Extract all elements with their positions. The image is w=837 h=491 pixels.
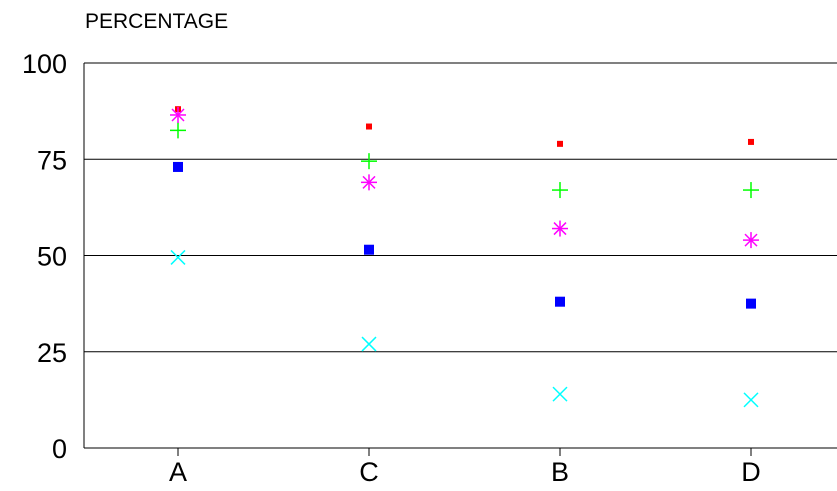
y-ticks: 0 25 50 75 100 (22, 49, 67, 464)
data-point-square (555, 296, 565, 307)
data-point-plus (361, 153, 377, 170)
y-tick-label: 100 (22, 49, 67, 79)
data-point-asterisk (743, 232, 759, 249)
x-tick-label: C (359, 457, 379, 487)
data-point-square (364, 244, 374, 255)
axes (83, 63, 837, 449)
x-tick-label: A (169, 457, 187, 487)
data-points (170, 106, 759, 408)
data-point-plus (170, 122, 186, 139)
y-axis-label: PERCENTAGE (85, 10, 228, 33)
data-point-small-square (557, 140, 563, 147)
data-point-x (170, 249, 186, 265)
data-point-asterisk (361, 174, 377, 191)
data-point-square (173, 161, 183, 172)
y-tick-label: 50 (37, 242, 67, 272)
data-point-x (552, 386, 568, 402)
data-point-asterisk (552, 220, 568, 237)
data-point-small-square (748, 138, 754, 145)
y-tick-label: 25 (37, 338, 67, 368)
x-tick-label: B (551, 457, 569, 487)
data-point-plus (743, 182, 759, 199)
data-point-x (743, 392, 759, 408)
data-point-plus (552, 182, 568, 199)
y-tick-label: 75 (37, 145, 67, 175)
data-point-x (361, 336, 377, 352)
data-point-square (746, 298, 756, 309)
gridlines (84, 62, 837, 353)
data-point-asterisk (170, 106, 186, 123)
y-tick-label: 0 (52, 434, 67, 464)
data-point-small-square (366, 123, 372, 130)
x-tick-label: D (741, 457, 761, 487)
